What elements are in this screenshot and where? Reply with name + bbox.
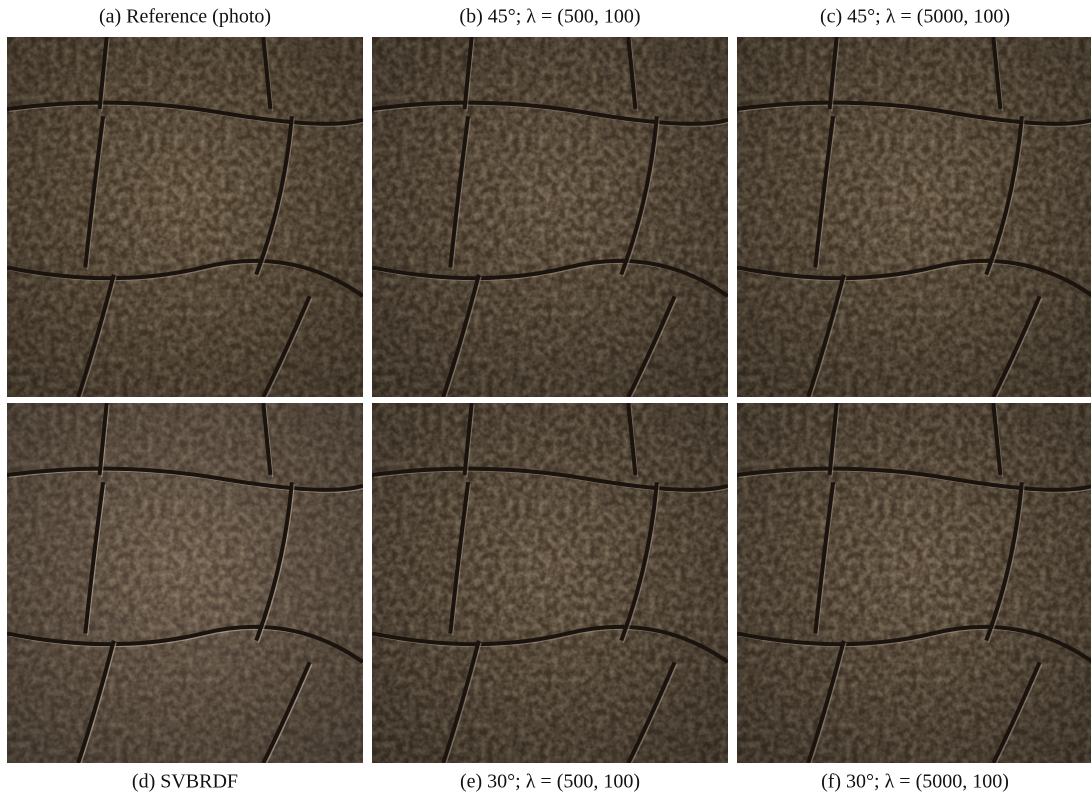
figure: (a) Reference (photo) (b) 45°; λ = (500, … bbox=[0, 0, 1091, 801]
panel-caption: (f) 30°; λ = (5000, 100) bbox=[821, 771, 1009, 793]
texture-shade bbox=[737, 37, 1091, 397]
texture-shade bbox=[737, 403, 1091, 763]
texture-image bbox=[737, 403, 1091, 765]
texture-image bbox=[737, 37, 1091, 399]
panel-caption: (b) 45°; λ = (500, 100) bbox=[459, 6, 640, 28]
panel-caption: (e) 30°; λ = (500, 100) bbox=[460, 771, 640, 793]
panel-caption: (c) 45°; λ = (5000, 100) bbox=[820, 6, 1010, 28]
texture-shade bbox=[7, 403, 363, 763]
panel-caption: (d) SVBRDF bbox=[132, 771, 238, 793]
texture-shade bbox=[372, 403, 728, 763]
texture-image bbox=[7, 403, 365, 765]
texture-image bbox=[7, 37, 365, 399]
texture-shade bbox=[372, 37, 728, 397]
panel-caption: (a) Reference (photo) bbox=[99, 6, 271, 28]
texture-shade bbox=[7, 37, 363, 397]
texture-image bbox=[372, 37, 730, 399]
texture-image bbox=[372, 403, 730, 765]
